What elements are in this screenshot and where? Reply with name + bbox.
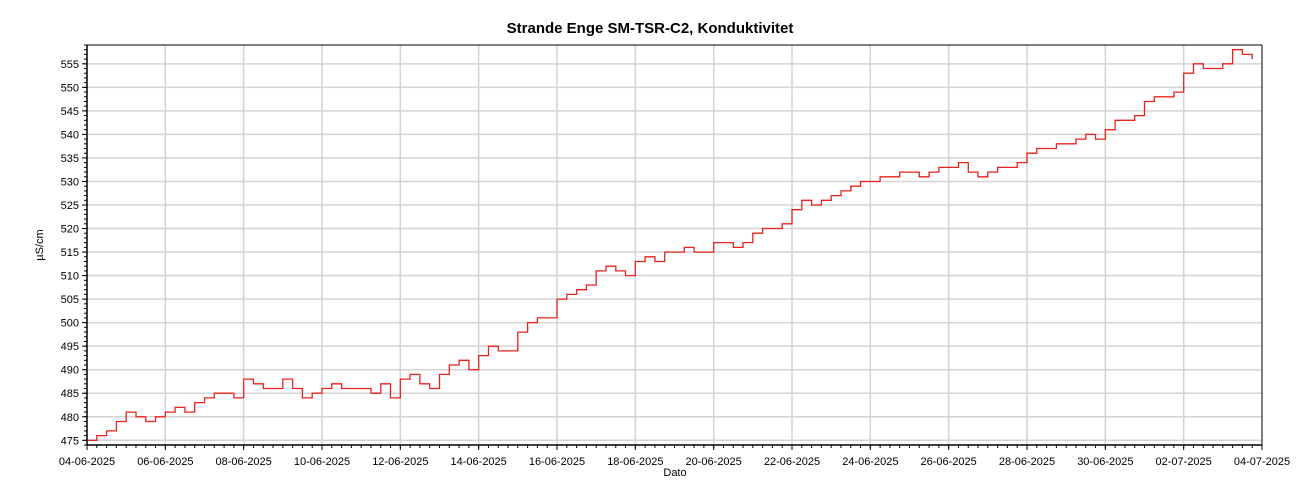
y-tick-label: 510 — [61, 271, 79, 283]
y-tick-label: 545 — [61, 106, 79, 118]
y-tick-label: 520 — [61, 224, 79, 236]
y-tick-label: 540 — [61, 129, 79, 141]
conductivity-series-line — [87, 49, 1253, 441]
x-tick-label: 28-06-2025 — [999, 456, 1055, 468]
series-layer — [87, 49, 1253, 441]
plot-area — [87, 45, 1262, 445]
x-tick-label: 20-06-2025 — [686, 456, 742, 468]
x-tick-label: 18-06-2025 — [607, 456, 663, 468]
y-tick-label: 550 — [61, 82, 79, 94]
tick-labels: 04-06-2025 06-06-2025 08-06-2025 10-06-2025… — [59, 59, 1290, 468]
y-tick-label: 505 — [61, 294, 79, 306]
y-tick-label: 525 — [61, 200, 79, 212]
y-tick-label: 490 — [61, 365, 79, 377]
y-tick-label: 480 — [61, 412, 79, 424]
x-tick-label: 10-06-2025 — [294, 456, 350, 468]
chart-title: Strande Enge SM-TSR-C2, Konduktivitet — [506, 20, 794, 37]
x-tick-label: 30-06-2025 — [1077, 456, 1133, 468]
y-tick-label: 515 — [61, 247, 79, 259]
grid-lines — [87, 45, 1262, 445]
x-tick-label: 14-06-2025 — [451, 456, 507, 468]
x-axis-label: Dato — [663, 467, 686, 479]
x-tick-label: 04-06-2025 — [59, 456, 115, 468]
x-tick-label: 22-06-2025 — [764, 456, 820, 468]
y-axis-label: µS/cm — [34, 229, 46, 260]
y-tick-label: 555 — [61, 59, 79, 71]
y-tick-label: 530 — [61, 176, 79, 188]
x-tick-label: 16-06-2025 — [529, 456, 585, 468]
y-tick-label: 535 — [61, 153, 79, 165]
x-tick-label: 24-06-2025 — [842, 456, 898, 468]
x-tick-label: 26-06-2025 — [921, 456, 977, 468]
x-tick-label: 04-07-2025 — [1234, 456, 1290, 468]
x-tick-label: 08-06-2025 — [216, 456, 272, 468]
y-tick-label: 500 — [61, 318, 79, 330]
x-tick-label: 06-06-2025 — [137, 456, 193, 468]
x-tick-label: 12-06-2025 — [372, 456, 428, 468]
y-tick-label: 485 — [61, 388, 79, 400]
axes — [82, 44, 1263, 450]
x-tick-label: 02-07-2025 — [1156, 456, 1212, 468]
y-tick-label: 495 — [61, 341, 79, 353]
y-tick-label: 475 — [61, 435, 79, 447]
